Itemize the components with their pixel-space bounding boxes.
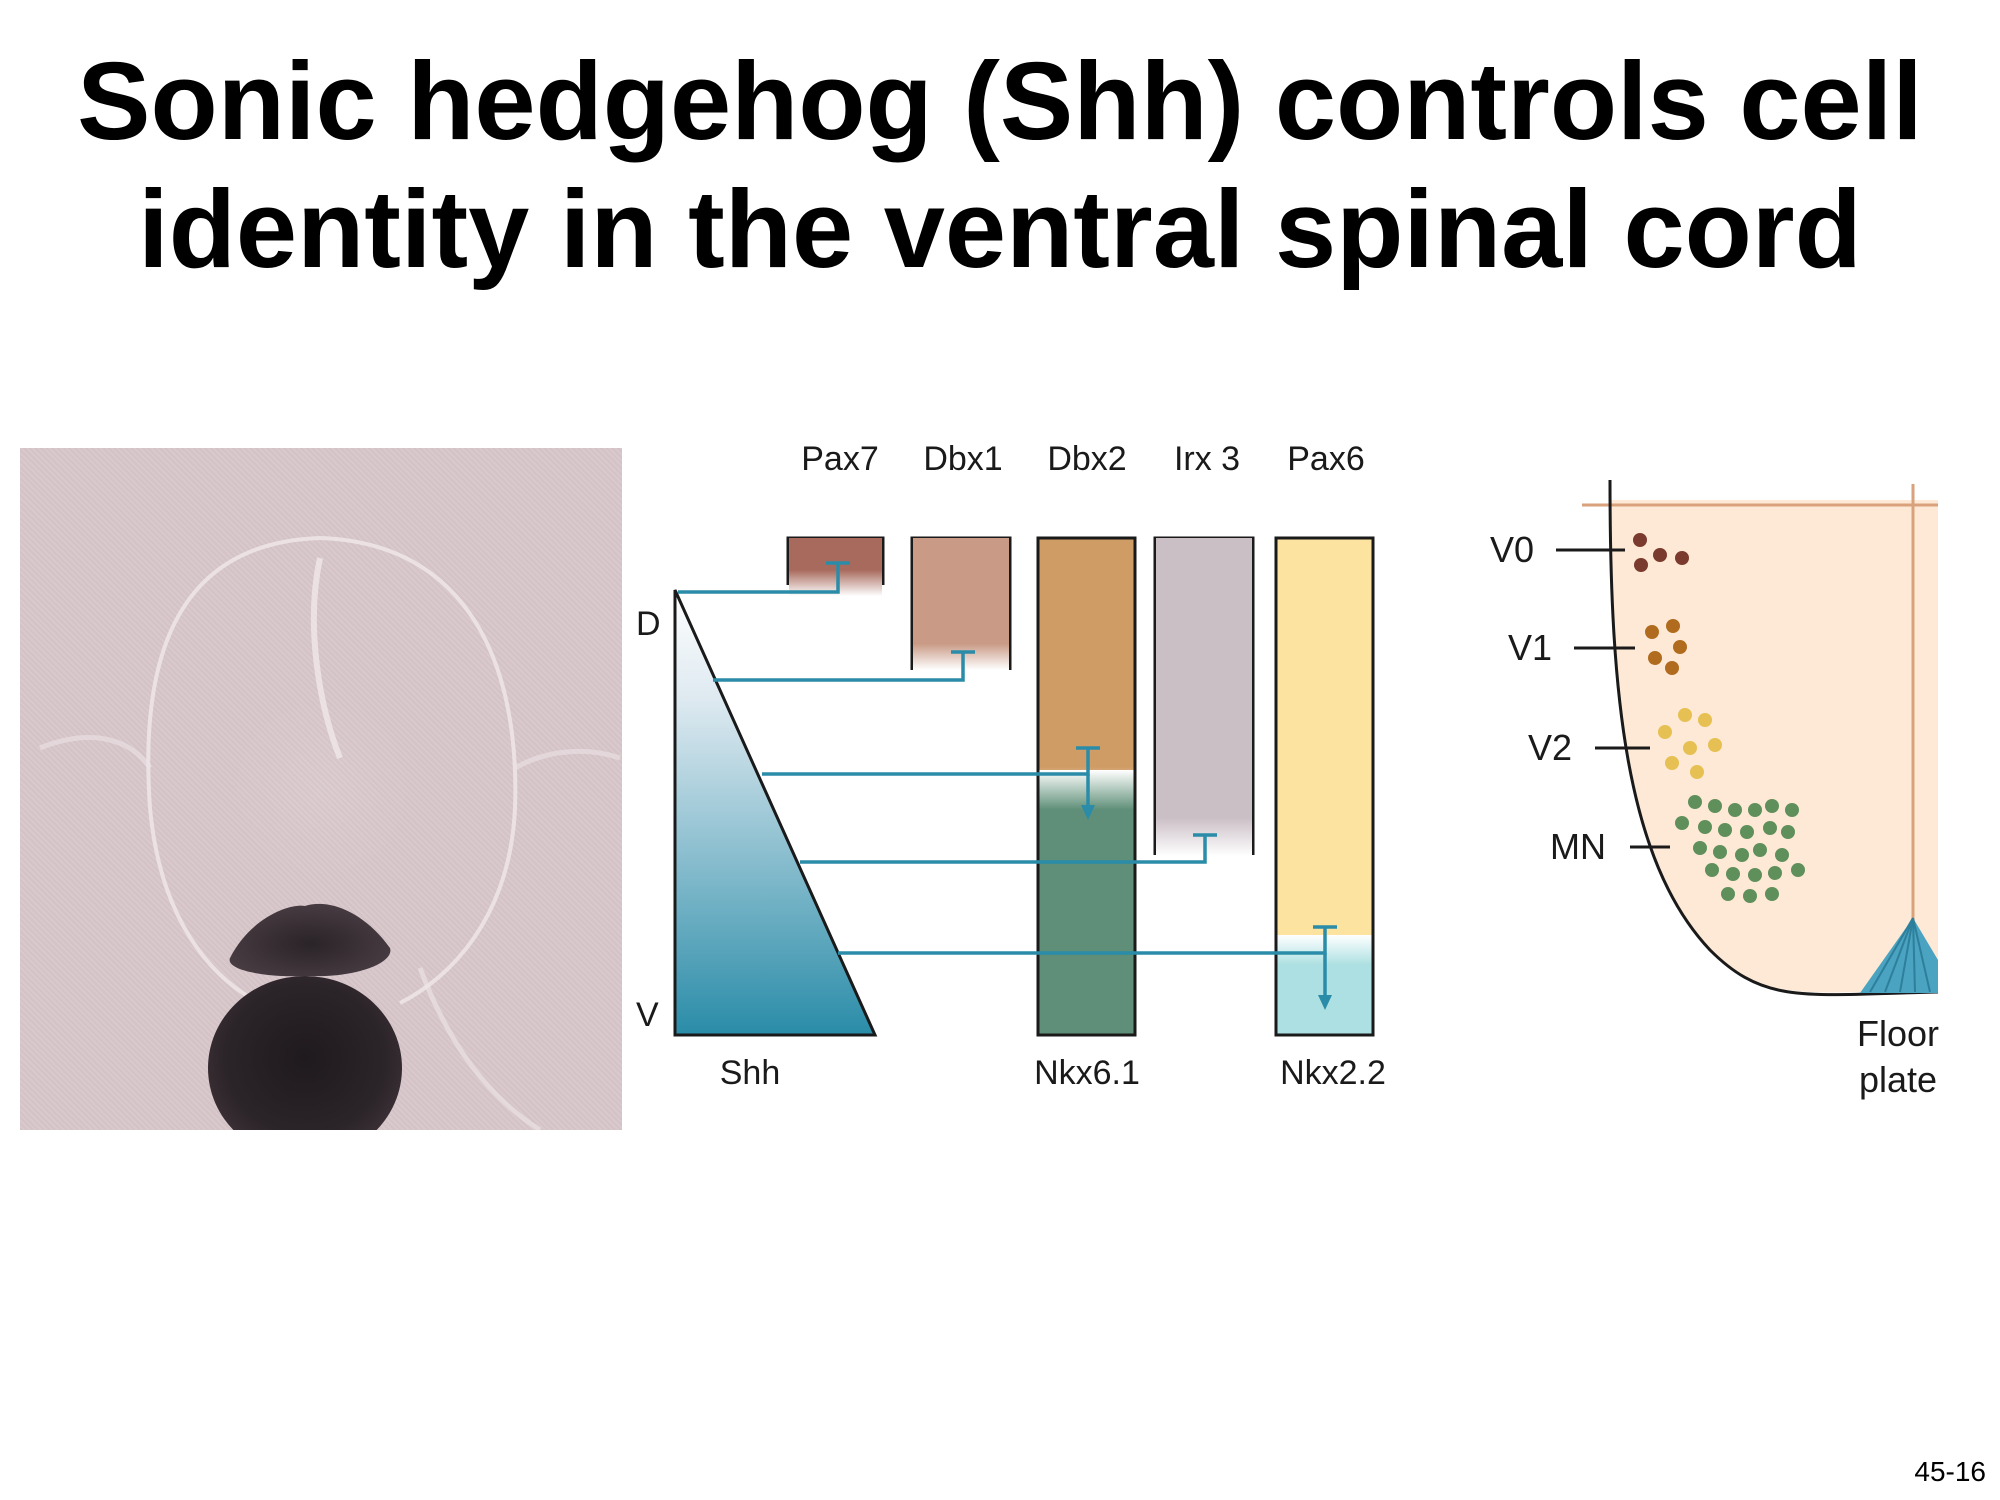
shh-gradient-triangle: [673, 589, 878, 1037]
v2-cell: [1698, 713, 1712, 727]
mn-cell: [1765, 887, 1779, 901]
floor-plate-ray: [1912, 917, 1916, 993]
nkx22-label: Nkx2.2: [1280, 1054, 1386, 1092]
mn-cell: [1726, 867, 1740, 881]
mn-cell: [1775, 848, 1789, 862]
mn-cell: [1698, 820, 1712, 834]
floor-plate-rays: [1869, 917, 1931, 993]
mn-cell: [1768, 866, 1782, 880]
shh-to-irx3-line: [800, 835, 1207, 864]
v0-cell: [1675, 551, 1689, 565]
dbx2-nkx61-outline: [1036, 536, 1137, 1037]
mn-cell: [1675, 816, 1689, 830]
mn-cell: [1781, 825, 1795, 839]
dbx1-bar: [913, 538, 1009, 670]
mn-cell: [1693, 841, 1707, 855]
shh-to-pax7-line: [678, 563, 840, 594]
v1-cell: [1673, 640, 1687, 654]
cord-outline: [1608, 479, 1939, 997]
v2-cell: [1678, 708, 1692, 722]
mn-cell: [1728, 803, 1742, 817]
mn-cell: [1748, 868, 1762, 882]
floor-plate-label-line-1: Floor: [1857, 1013, 1939, 1054]
mn-cell: [1743, 889, 1757, 903]
v0-cells: [1633, 533, 1689, 572]
mn-cell: [1753, 843, 1767, 857]
mn-cell: [1735, 848, 1749, 862]
neural-tube-photo: [20, 448, 622, 1130]
domain-label-v1: V1: [1508, 627, 1552, 668]
gene-label-pax6: Pax6: [1287, 440, 1365, 478]
floor-plate-ray: [1912, 917, 1931, 993]
ventral-cord-diagram: V0 V1 V2 MN: [1490, 479, 1939, 1100]
shh-label: Shh: [720, 1054, 781, 1092]
mn-cell: [1765, 799, 1779, 813]
pax6-nkx22-outline: [1274, 536, 1375, 1037]
mn-cell: [1688, 795, 1702, 809]
v2-cell: [1683, 741, 1697, 755]
mn-cell: [1748, 803, 1762, 817]
gene-label-irx3: Irx 3: [1174, 440, 1240, 478]
v0-cell: [1633, 533, 1647, 547]
mn-cell: [1708, 799, 1722, 813]
v2-cells: [1658, 708, 1722, 779]
mn-cell: [1791, 863, 1805, 877]
v2-cell: [1708, 738, 1722, 752]
floor-plate-ray: [1899, 917, 1914, 993]
mn-cell: [1705, 863, 1719, 877]
ventral-label: V: [636, 996, 659, 1034]
v2-cell: [1658, 725, 1672, 739]
mn-cell: [1721, 887, 1735, 901]
irx3-bar: [1156, 538, 1252, 856]
gene-label-dbx2: Dbx2: [1047, 440, 1126, 478]
v0-cell: [1653, 548, 1667, 562]
mn-cell: [1740, 825, 1754, 839]
nkx61-label: Nkx6.1: [1034, 1054, 1140, 1092]
domain-label-mn: MN: [1550, 826, 1606, 867]
slide-number: 45-16: [1914, 1456, 1986, 1487]
shh-regulatory-lines: [678, 561, 1337, 995]
slide-title: Sonic hedgehog (Shh) controls cell ident…: [0, 38, 2000, 294]
domain-label-v2: V2: [1528, 727, 1572, 768]
v1-cell: [1645, 625, 1659, 639]
shh-gradient-diagram: Pax7 Dbx1 Dbx2 Irx 3 Pax6 D V Shh Nkx6.1…: [636, 440, 1386, 1092]
ventral-cord-region: [1610, 500, 1938, 993]
floor-plate-ray: [1869, 917, 1914, 993]
shh-to-dbx1-line: [713, 652, 965, 682]
v1-cell: [1648, 651, 1662, 665]
domain-label-v0: V0: [1490, 529, 1534, 570]
mn-cell: [1785, 803, 1799, 817]
slide-title-line-2: identity in the ventral spinal cord: [138, 168, 1862, 291]
v0-cell: [1634, 558, 1648, 572]
nkx22-activation-arrowhead: [1318, 995, 1332, 1010]
mn-cell: [1763, 821, 1777, 835]
v2-cell: [1665, 756, 1679, 770]
dorsal-label: D: [636, 605, 661, 643]
floor-plate-label-line-2: plate: [1859, 1059, 1937, 1100]
v1-cell: [1666, 619, 1680, 633]
floor-plate-ray: [1884, 917, 1914, 993]
mn-cell: [1718, 823, 1732, 837]
pax6-bar: [1276, 538, 1373, 978]
pax7-bar: [789, 538, 882, 596]
mn-cell: [1713, 845, 1727, 859]
v2-cell: [1690, 765, 1704, 779]
v1-cell: [1665, 661, 1679, 675]
mn-cells: [1675, 795, 1805, 903]
slide-title-line-1: Sonic hedgehog (Shh) controls cell: [77, 40, 1923, 163]
nkx61-activation-arrowhead: [1081, 805, 1095, 820]
gene-label-dbx1: Dbx1: [923, 440, 1002, 478]
gene-label-pax7: Pax7: [801, 440, 879, 478]
neural-tube-illustration: [39, 536, 621, 1130]
v1-cells: [1645, 619, 1687, 675]
